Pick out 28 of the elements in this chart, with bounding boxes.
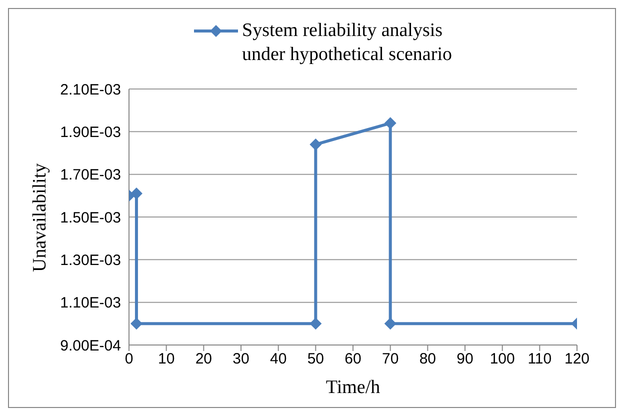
x-tick-label: 90 xyxy=(456,350,474,368)
x-tick-label: 0 xyxy=(124,350,134,368)
y-tick-label: 1.70E-03 xyxy=(60,166,121,184)
y-axis-title: Unavailability xyxy=(30,162,51,272)
x-axis-title: Time/h xyxy=(326,377,381,398)
x-tick-label: 120 xyxy=(564,350,590,368)
y-tick-label: 1.50E-03 xyxy=(60,209,121,226)
y-tick-label: 9.00E-04 xyxy=(60,337,121,354)
point xyxy=(310,318,322,330)
y-tick-label: 2.10E-03 xyxy=(60,81,121,98)
x-tick-label: 30 xyxy=(232,350,250,368)
legend-label: System reliability analysis under hypothetical scenario xyxy=(242,19,453,67)
point xyxy=(384,318,396,330)
y-tick-label: 1.10E-03 xyxy=(60,294,121,312)
x-tick-label: 60 xyxy=(344,350,362,368)
x-tick-label: 20 xyxy=(195,350,212,368)
y-tick-label: 1.90E-03 xyxy=(60,124,121,141)
x-tick-label: 80 xyxy=(419,350,436,368)
x-tick-label: 10 xyxy=(158,350,175,368)
x-tick-label: 100 xyxy=(490,350,515,368)
point xyxy=(310,138,322,150)
point xyxy=(384,117,396,130)
x-tick-label: 40 xyxy=(270,350,287,368)
x-tick-label: 70 xyxy=(382,350,399,368)
y-tick-label: 1.30E-03 xyxy=(60,252,121,269)
point xyxy=(130,318,142,330)
x-tick-label: 50 xyxy=(307,350,324,368)
x-tick-label: 110 xyxy=(528,350,552,368)
